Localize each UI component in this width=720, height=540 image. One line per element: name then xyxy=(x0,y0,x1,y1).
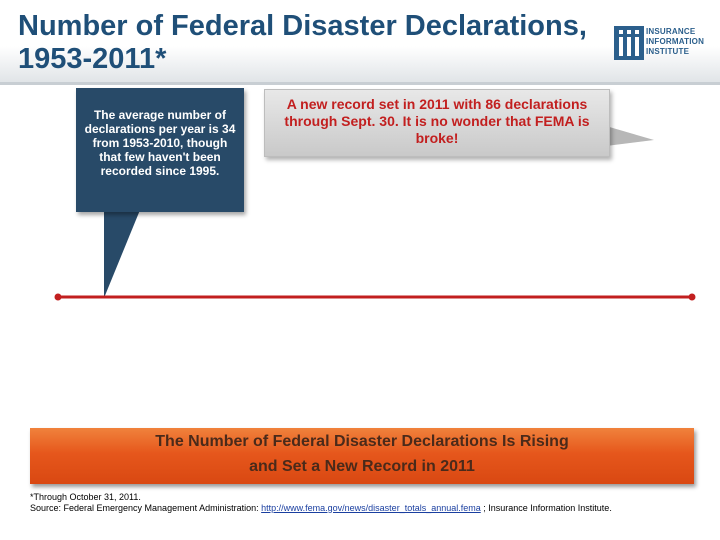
average-point-2011 xyxy=(688,293,696,301)
callout-average-text: The average number of declarations per y… xyxy=(84,108,236,178)
footer: *Through October 31, 2011. Source: Feder… xyxy=(30,492,630,513)
callout-right-pointer xyxy=(606,126,654,146)
trend-series xyxy=(54,293,696,301)
banner-line-1: The Number of Federal Disaster Declarati… xyxy=(155,433,569,450)
title-divider xyxy=(0,82,720,85)
source-link[interactable]: http://www.fema.gov/news/disaster_totals… xyxy=(261,502,481,513)
banner-line-2: and Set a New Record in 2011 xyxy=(249,458,475,475)
callout-record-text: A new record set in 2011 with 86 declara… xyxy=(284,96,590,146)
logo-line-3: INSTITUTE xyxy=(646,47,690,56)
logo-line-1: INSURANCE xyxy=(646,27,696,36)
source-suffix: ; Insurance Information Institute. xyxy=(480,502,612,513)
iii-logo-icon xyxy=(614,26,644,60)
average-point-1953 xyxy=(54,293,62,301)
logo: INSURANCE INFORMATION INSTITUTE xyxy=(614,24,718,64)
source-prefix: Source: Federal Emergency Management Adm… xyxy=(30,502,262,513)
callout-left-pointer xyxy=(104,210,140,298)
source-note: Source: Federal Emergency Management Adm… xyxy=(30,503,630,514)
banner: The Number of Federal Disaster Declarati… xyxy=(30,428,694,484)
callout-average: The average number of declarations per y… xyxy=(76,88,244,212)
footnote: *Through October 31, 2011. xyxy=(30,492,141,502)
logo-line-2: INFORMATION xyxy=(646,37,705,46)
callout-record: A new record set in 2011 with 86 declara… xyxy=(264,89,610,157)
header-band xyxy=(0,0,720,84)
page-title: Number of Federal Disaster Declarations,… xyxy=(18,10,587,75)
